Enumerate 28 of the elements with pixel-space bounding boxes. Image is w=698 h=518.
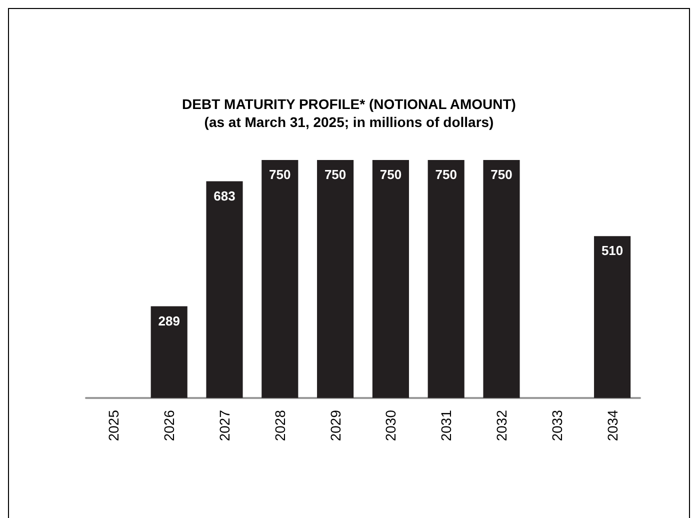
x-tick-label: 2025 xyxy=(106,410,122,442)
data-label: 750 xyxy=(490,167,512,182)
x-tick-label: 2027 xyxy=(216,410,232,442)
x-tick-label: 2034 xyxy=(604,410,620,442)
data-label: 750 xyxy=(269,167,291,182)
bar xyxy=(150,306,188,398)
bar xyxy=(206,181,243,398)
x-tick-label: 2031 xyxy=(438,410,454,442)
bar xyxy=(594,236,631,398)
data-label: 750 xyxy=(324,167,346,182)
bar xyxy=(483,160,520,398)
bar xyxy=(428,160,464,398)
bar xyxy=(317,160,354,398)
x-tick-label: 2032 xyxy=(494,410,510,442)
data-label: 683 xyxy=(214,188,236,204)
bar xyxy=(372,160,409,398)
x-tick-label: 2029 xyxy=(327,410,344,442)
x-tick-label: 2030 xyxy=(382,410,399,442)
x-tick-label: 2028 xyxy=(272,410,288,442)
data-label: 510 xyxy=(601,243,624,258)
chart-title: DEBT MATURITY PROFILE* (NOTIONAL AMOUNT) xyxy=(182,96,516,112)
chart-subtitle: (as at March 31, 2025; in millions of dollars) xyxy=(204,114,494,130)
data-label: 750 xyxy=(380,167,402,182)
bar xyxy=(262,160,298,398)
data-label: 750 xyxy=(435,167,457,182)
x-tick-label: 2033 xyxy=(548,410,565,442)
x-tick-label: 2026 xyxy=(161,410,178,442)
data-label: 289 xyxy=(158,313,180,328)
